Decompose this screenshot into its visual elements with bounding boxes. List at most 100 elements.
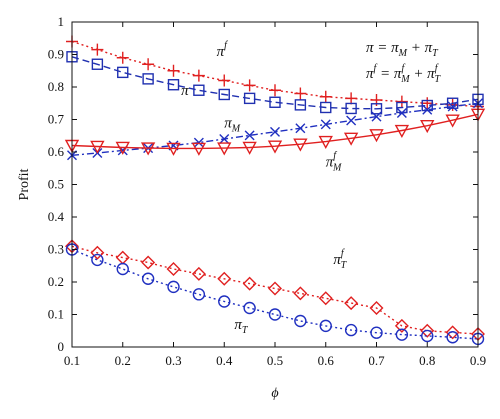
data-point-pi (218, 88, 230, 101)
series-line-pi_M (71, 102, 479, 156)
y-tick-label: 0.3 (48, 242, 64, 257)
data-point-pi_f (446, 98, 459, 111)
x-tick-label: 0.7 (368, 353, 385, 368)
data-point-pi_M (346, 115, 357, 126)
data-point-pi (167, 79, 180, 91)
data-point-pi (294, 99, 307, 111)
equations-box: π = πM + πT πf = πf M + πf T (366, 40, 441, 85)
data-point-pi_f (421, 97, 434, 110)
data-point-pi_T_f (242, 276, 257, 291)
y-tick-label: 1 (58, 14, 65, 29)
data-point-pi_T (395, 328, 409, 341)
data-point-pi_T (243, 301, 256, 315)
data-point-pi_T_f (166, 262, 181, 276)
curve-label-pi_f_label: πf (217, 40, 229, 60)
series-pi_M_f (64, 108, 486, 156)
data-point-pi_f (91, 43, 104, 56)
equation-pi-f: πf = πf M + πf T (366, 63, 441, 85)
series-pi_T (65, 243, 485, 346)
data-point-pi (91, 58, 104, 70)
data-point-pi_M_f (217, 142, 232, 156)
data-point-pi_M_f (90, 140, 105, 154)
x-axis-title: ϕ (271, 386, 278, 401)
data-point-pi_T (421, 329, 434, 343)
series-line-pi_M_f (71, 113, 479, 150)
series-layer (64, 35, 486, 346)
data-point-pi_T_f (318, 291, 333, 306)
data-point-pi_M_f (191, 142, 207, 156)
x-tick-label: 0.5 (267, 353, 283, 368)
data-point-pi_T_f (420, 323, 435, 338)
data-point-pi (320, 101, 332, 114)
y-tick-label: 0.6 (48, 144, 65, 159)
data-point-pi_M (447, 101, 458, 112)
data-point-pi_T (167, 280, 180, 294)
data-point-pi_T_f (369, 301, 384, 315)
curve-label-pi_label: π (181, 83, 189, 99)
data-point-pi_T_f (268, 281, 282, 296)
data-point-pi_M_f (343, 132, 359, 146)
data-point-pi_f (192, 69, 205, 82)
series-line-pi (71, 56, 479, 110)
data-point-pi (446, 97, 459, 109)
data-point-pi_T (192, 288, 206, 301)
y-tick-label: 0.2 (48, 274, 64, 289)
data-point-pi_M_f (166, 142, 181, 156)
data-point-pi_T (141, 272, 155, 285)
data-point-pi_T_f (191, 266, 206, 281)
series-line-pi_T_f (71, 245, 479, 335)
series-pi_f (66, 35, 484, 113)
data-point-pi_f (167, 64, 180, 77)
data-point-pi_M_f (394, 124, 410, 139)
series-pi (66, 51, 484, 115)
data-point-pi_f (345, 92, 358, 105)
equation-pi: π = πM + πT (366, 40, 439, 59)
data-point-pi_T (268, 308, 282, 321)
y-tick-label: 0.1 (48, 307, 64, 322)
data-point-pi_M_f (369, 129, 384, 143)
data-point-pi_M_f (420, 119, 435, 134)
data-point-pi_f (269, 84, 281, 97)
data-point-pi_M (219, 134, 230, 144)
y-axis-title: Profit (17, 168, 32, 200)
y-tick-label: 0.8 (48, 79, 64, 94)
data-point-pi (345, 102, 357, 115)
curve-label-pi_T_label: πT (234, 317, 249, 336)
data-point-pi_T (446, 331, 459, 344)
curve-label-pi_M_label: πM (224, 116, 241, 135)
y-tick-label: 0.4 (48, 209, 65, 224)
data-point-pi_M (295, 123, 306, 134)
data-point-pi_T (344, 323, 358, 337)
data-point-pi_f (395, 95, 408, 108)
data-point-pi_T_f (90, 245, 105, 260)
data-point-pi_M (244, 130, 255, 141)
series-line-pi_f (71, 40, 479, 108)
series-pi_T_f (65, 239, 485, 341)
data-point-pi_T (370, 326, 383, 339)
data-point-pi_T (294, 314, 307, 328)
data-point-pi_T_f (344, 296, 359, 311)
data-point-pi_T (91, 253, 104, 267)
data-point-pi (243, 92, 256, 105)
annotation-layer: πf π πM πf M πf T πT (181, 40, 348, 336)
y-tick-label: 0 (58, 339, 65, 354)
data-point-pi (370, 103, 383, 115)
data-point-pi_M (396, 108, 407, 118)
data-point-pi_T_f (293, 286, 308, 301)
x-tick-label: 0.8 (419, 353, 435, 368)
x-tick-label: 0.3 (165, 353, 181, 368)
y-tick-label: 0.9 (48, 47, 64, 62)
data-point-pi_M_f (140, 142, 156, 156)
data-point-pi_M (193, 137, 204, 148)
data-point-pi_f (319, 90, 332, 103)
data-point-pi_M_f (115, 141, 130, 155)
curve-label-pi_T_f_label: πf T (333, 248, 347, 271)
data-point-pi_T_f (394, 318, 409, 333)
data-point-pi_M (422, 104, 433, 115)
data-point-pi_M_f (293, 138, 308, 152)
x-tick-label: 0.6 (318, 353, 335, 368)
data-point-pi_f (116, 51, 129, 64)
data-point-pi_T_f (141, 255, 156, 270)
x-tick-label: 0.9 (470, 353, 486, 368)
